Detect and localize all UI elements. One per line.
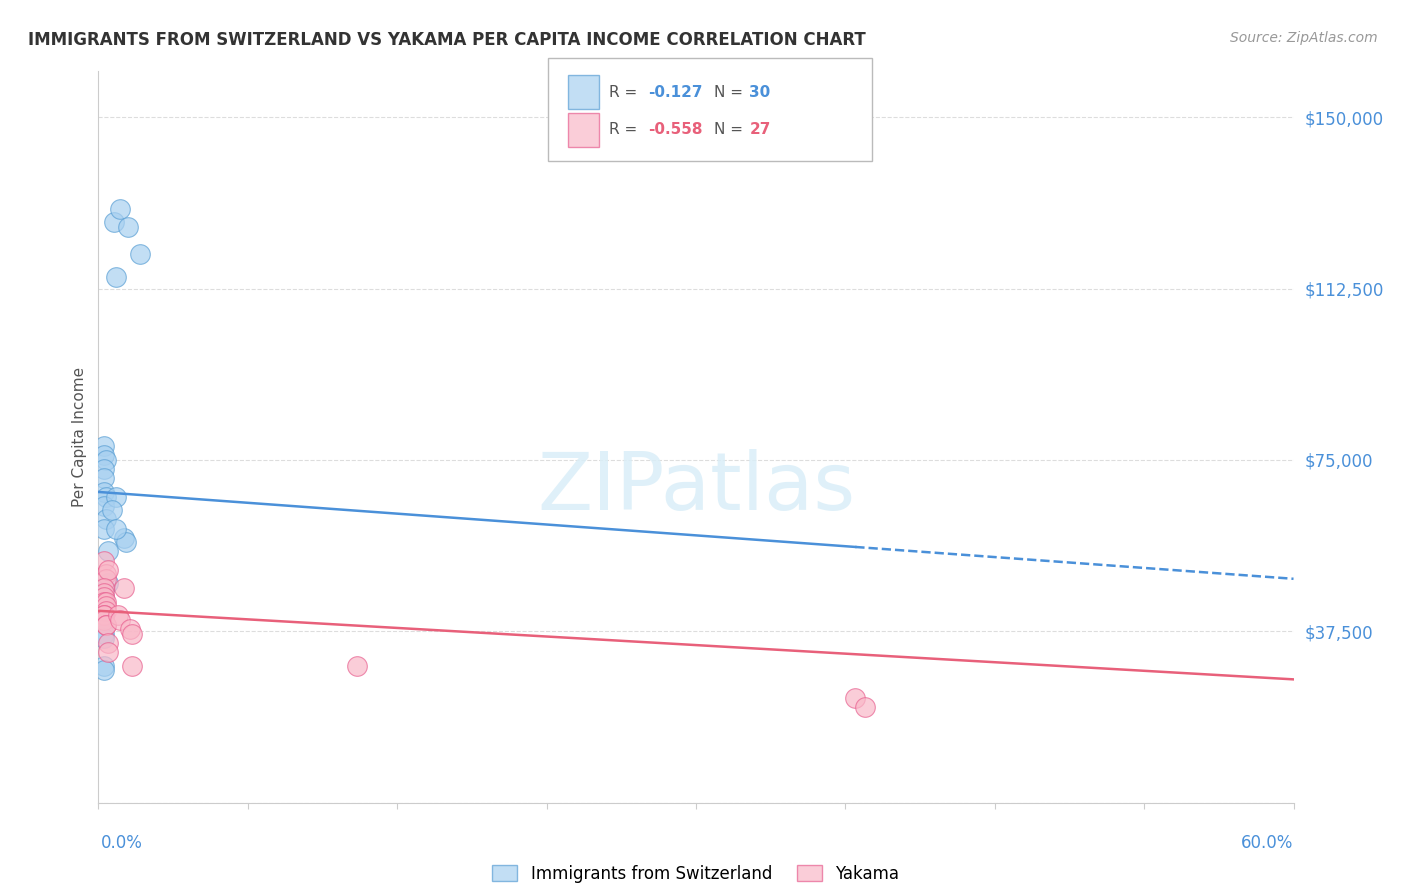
Point: [117, 219, 139, 234]
Point: [93, 590, 115, 604]
Text: -0.127: -0.127: [648, 85, 703, 100]
Point: [93, 471, 115, 485]
Point: [93, 613, 115, 627]
Text: R =: R =: [609, 85, 643, 100]
Point: [97, 563, 120, 577]
Point: [93, 590, 115, 604]
Point: [105, 521, 128, 535]
Point: [96, 453, 118, 467]
Point: [103, 215, 125, 229]
Point: [93, 658, 115, 673]
Point: [101, 503, 124, 517]
Point: [97, 636, 120, 650]
Point: [93, 581, 115, 595]
Point: [110, 613, 132, 627]
Point: [93, 553, 115, 567]
Point: [97, 645, 120, 659]
Point: [93, 581, 115, 595]
Point: [93, 599, 115, 614]
Point: [346, 658, 368, 673]
Point: [93, 626, 115, 640]
Point: [93, 485, 115, 500]
Point: [107, 608, 129, 623]
Point: [93, 608, 115, 623]
Text: 60.0%: 60.0%: [1241, 834, 1294, 852]
Point: [121, 658, 143, 673]
Point: [112, 581, 135, 595]
Point: [96, 572, 118, 586]
Point: [96, 512, 118, 526]
Text: 27: 27: [749, 122, 770, 137]
Text: 30: 30: [749, 85, 770, 100]
Point: [93, 608, 115, 623]
Point: [96, 567, 118, 582]
Legend: Immigrants from Switzerland, Yakama: Immigrants from Switzerland, Yakama: [486, 858, 905, 889]
Text: 0.0%: 0.0%: [101, 834, 143, 852]
Point: [97, 544, 120, 558]
Point: [93, 499, 115, 513]
Point: [93, 439, 115, 453]
Point: [121, 626, 143, 640]
Point: [97, 576, 120, 591]
Point: [105, 490, 128, 504]
Point: [93, 448, 115, 462]
Point: [96, 594, 118, 608]
Point: [96, 490, 118, 504]
Point: [105, 270, 128, 285]
Text: N =: N =: [714, 85, 748, 100]
Point: [129, 247, 152, 261]
Text: -0.558: -0.558: [648, 122, 703, 137]
Point: [96, 617, 118, 632]
Point: [93, 585, 115, 599]
Point: [844, 690, 866, 705]
Y-axis label: Per Capita Income: Per Capita Income: [72, 367, 87, 508]
Point: [853, 699, 876, 714]
Point: [93, 462, 115, 476]
Point: [96, 604, 118, 618]
Point: [115, 535, 138, 549]
Point: [93, 594, 115, 608]
Point: [112, 531, 135, 545]
Point: [93, 521, 115, 535]
Point: [110, 202, 132, 216]
Point: [93, 663, 115, 677]
Point: [93, 604, 115, 618]
Text: ZIPatlas: ZIPatlas: [537, 450, 855, 527]
Point: [96, 599, 118, 614]
Point: [120, 622, 142, 636]
Text: R =: R =: [609, 122, 643, 137]
Point: [93, 632, 115, 646]
Text: N =: N =: [714, 122, 748, 137]
Point: [96, 617, 118, 632]
Text: IMMIGRANTS FROM SWITZERLAND VS YAKAMA PER CAPITA INCOME CORRELATION CHART: IMMIGRANTS FROM SWITZERLAND VS YAKAMA PE…: [28, 31, 866, 49]
Text: Source: ZipAtlas.com: Source: ZipAtlas.com: [1230, 31, 1378, 45]
